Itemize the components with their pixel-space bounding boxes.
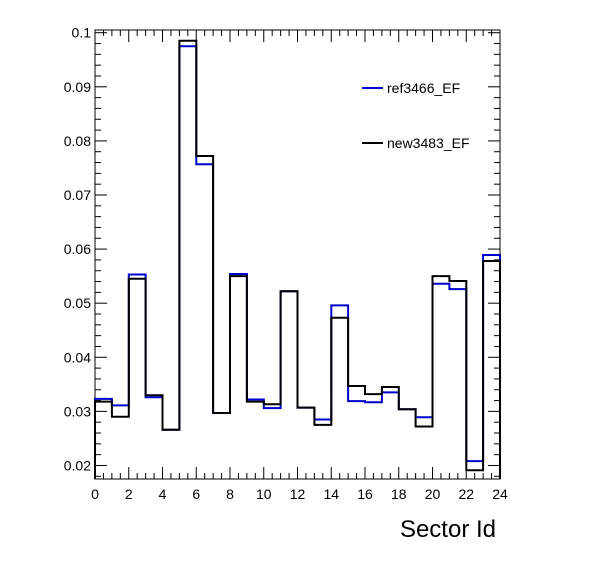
y-tick-label: 0.09 bbox=[64, 79, 91, 95]
x-tick-label: 20 bbox=[425, 486, 441, 502]
series-line-1 bbox=[94, 39, 501, 479]
legend: ref3466_EF new3483_EF bbox=[362, 80, 470, 151]
axis-layer: 0 2 4 6 8 10 12 14 16 18 20 22 240.020.030.040.050.0… bbox=[64, 25, 508, 502]
x-tick-label: 14 bbox=[323, 486, 339, 502]
x-tick-label: 8 bbox=[226, 486, 234, 502]
series-1 bbox=[94, 39, 501, 479]
x-tick-label: 4 bbox=[159, 486, 167, 502]
y-tick-label: 0.07 bbox=[64, 187, 91, 203]
y-tick-label: 0.06 bbox=[64, 241, 91, 257]
series-layer bbox=[94, 39, 501, 479]
x-tick-label: 16 bbox=[357, 486, 373, 502]
x-tick-label: 0 bbox=[91, 486, 99, 502]
y-tick-label: 0.04 bbox=[64, 349, 91, 365]
x-tick-label: 24 bbox=[492, 486, 508, 502]
x-tick-label: 2 bbox=[125, 486, 133, 502]
x-tick-label: 6 bbox=[192, 486, 200, 502]
plot-frame bbox=[94, 29, 501, 480]
y-tick-label: 0.1 bbox=[72, 25, 92, 41]
y-tick-label: 0.03 bbox=[64, 403, 91, 419]
x-tick-label: 10 bbox=[256, 486, 272, 502]
x-axis-title: Sector Id bbox=[400, 516, 496, 543]
x-tick-label: 18 bbox=[391, 486, 407, 502]
x-tick-label: 12 bbox=[290, 486, 306, 502]
y-tick-label: 0.02 bbox=[64, 457, 91, 473]
y-tick-label: 0.05 bbox=[64, 295, 91, 311]
legend-label-ref: ref3466_EF bbox=[387, 80, 460, 96]
y-tick-label: 0.08 bbox=[64, 133, 91, 149]
legend-label-new: new3483_EF bbox=[387, 135, 470, 151]
x-tick-label: 22 bbox=[458, 486, 474, 502]
